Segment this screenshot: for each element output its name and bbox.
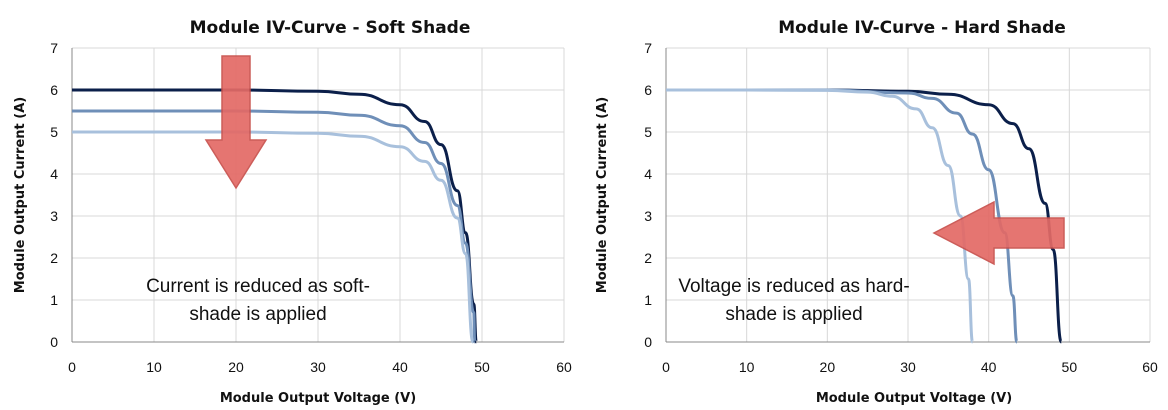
x-tick-label: 50	[474, 359, 490, 375]
y-tick-label: 6	[644, 82, 652, 98]
y-tick-label: 3	[644, 208, 652, 224]
series-line-3	[72, 130, 475, 344]
series-line-1	[72, 88, 478, 344]
plot-area: 0 10 20 30 40 50 60 0 1 2 3 4 5 6 7	[644, 40, 1158, 375]
y-tick-label: 7	[644, 40, 652, 56]
x-tick-label: 60	[556, 359, 572, 375]
y-tick-label: 4	[644, 166, 652, 182]
soft-shade-chart-svg: Module IV-Curve - Soft Shade Module Outp…	[13, 18, 572, 406]
arrow-down-icon	[204, 55, 268, 190]
annotation-line-1: Current is reduced as soft-	[146, 276, 370, 297]
series-line-2	[72, 109, 477, 344]
y-tick-label: 7	[50, 40, 58, 56]
y-tick-label: 1	[50, 292, 58, 308]
x-tick-label: 20	[820, 359, 836, 375]
annotation-line-2: shade is applied	[189, 304, 326, 325]
x-tick-label: 0	[662, 359, 670, 375]
annotation-line-2: shade is applied	[725, 304, 862, 325]
x-tick-label: 30	[310, 359, 326, 375]
y-tick-label: 3	[50, 208, 58, 224]
x-tick-label: 60	[1142, 359, 1158, 375]
y-axis-label: Module Output Current (A)	[13, 97, 28, 293]
x-tick-label: 10	[739, 359, 755, 375]
hard-shade-chart-svg: Module IV-Curve - Hard Shade Module Outp…	[595, 18, 1158, 406]
chart-title: Module IV-Curve - Hard Shade	[778, 18, 1066, 38]
y-tick-label: 0	[644, 334, 652, 350]
x-axis-label: Module Output Voltage (V)	[816, 391, 1012, 406]
y-tick-label: 2	[50, 250, 58, 266]
x-tick-label: 40	[981, 359, 997, 375]
hard-shade-chart: Module IV-Curve - Hard Shade Module Outp…	[584, 0, 1168, 410]
plot-area: 0 10 20 30 40 50 60 0 1 2 3 4 5 6 7	[50, 40, 572, 375]
y-tick-label: 2	[644, 250, 652, 266]
chart-title: Module IV-Curve - Soft Shade	[190, 18, 471, 38]
x-tick-label: 50	[1062, 359, 1078, 375]
annotation-line-1: Voltage is reduced as hard-	[678, 276, 909, 297]
x-axis-label: Module Output Voltage (V)	[220, 391, 416, 406]
x-tick-label: 10	[146, 359, 162, 375]
x-tick-label: 30	[900, 359, 916, 375]
y-tick-label: 0	[50, 334, 58, 350]
y-tick-label: 6	[50, 82, 58, 98]
y-tick-label: 5	[644, 124, 652, 140]
x-tick-label: 20	[228, 359, 244, 375]
soft-shade-chart: Module IV-Curve - Soft Shade Module Outp…	[13, 18, 572, 406]
y-axis-label: Module Output Current (A)	[595, 97, 610, 293]
arrow-left-icon	[932, 200, 1065, 266]
y-tick-label: 4	[50, 166, 58, 182]
y-tick-label: 5	[50, 124, 58, 140]
y-tick-label: 1	[644, 292, 652, 308]
x-tick-label: 40	[392, 359, 408, 375]
x-tick-label: 0	[68, 359, 76, 375]
